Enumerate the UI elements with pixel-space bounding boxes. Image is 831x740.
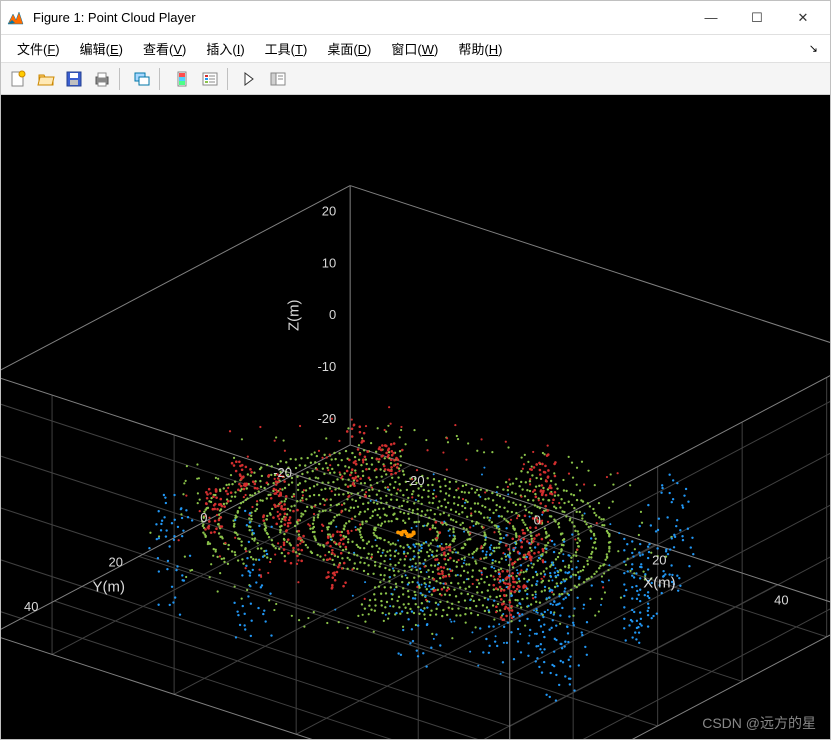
edit-plot-button[interactable] — [237, 66, 263, 92]
svg-text:10: 10 — [322, 255, 336, 270]
svg-text:0: 0 — [329, 307, 336, 322]
menu-desktop[interactable]: 桌面(D) — [317, 35, 381, 62]
toolbar-separator — [119, 68, 125, 90]
menu-edit[interactable]: 编辑(E) — [70, 35, 133, 62]
minimize-button[interactable]: — — [688, 2, 734, 34]
svg-text:40: 40 — [24, 599, 38, 614]
toolbar-separator — [159, 68, 165, 90]
open-property-button[interactable] — [265, 66, 291, 92]
close-button[interactable]: ✕ — [780, 2, 826, 34]
menu-overflow-icon[interactable]: ↘ — [809, 42, 824, 55]
svg-text:0: 0 — [200, 510, 207, 525]
svg-text:Z(m): Z(m) — [285, 299, 302, 331]
maximize-button[interactable]: ☐ — [734, 2, 780, 34]
menu-insert[interactable]: 插入(I) — [196, 35, 254, 62]
matlab-icon — [5, 8, 25, 28]
point-cloud-plot: -20 -10 0 10 20 -20 0 20 40 -20 0 20 40 Z(m) Y(m) X(m) — [1, 95, 830, 739]
svg-text:-20: -20 — [317, 411, 336, 426]
edit-plot-icon — [241, 70, 259, 88]
window-controls: — ☐ ✕ — [688, 2, 826, 34]
save-button[interactable] — [61, 66, 87, 92]
svg-text:X(m): X(m) — [643, 575, 675, 592]
toolbar — [1, 63, 830, 95]
print-icon — [93, 70, 111, 88]
menu-window[interactable]: 窗口(W) — [381, 35, 448, 62]
window-title: Figure 1: Point Cloud Player — [31, 10, 688, 25]
dock-icon — [269, 70, 287, 88]
svg-text:-20: -20 — [406, 473, 425, 488]
axes-3d[interactable]: -20-1001020-2002040-2002040Z(m)Y(m)X(m) … — [1, 95, 830, 739]
open-file-button[interactable] — [33, 66, 59, 92]
svg-text:20: 20 — [322, 203, 336, 218]
toolbar-separator — [227, 68, 233, 90]
svg-text:-20: -20 — [273, 465, 292, 480]
titlebar[interactable]: Figure 1: Point Cloud Player — ☐ ✕ — [1, 1, 830, 35]
link-axes-button[interactable] — [129, 66, 155, 92]
menubar: 文件(F) 编辑(E) 查看(V) 插入(I) 工具(T) 桌面(D) 窗口(W… — [1, 35, 830, 63]
new-figure-icon — [9, 70, 27, 88]
svg-text:Y(m): Y(m) — [93, 579, 125, 596]
colorbar-icon — [173, 70, 191, 88]
save-icon — [65, 70, 83, 88]
figure-window: Figure 1: Point Cloud Player — ☐ ✕ 文件(F)… — [0, 0, 831, 740]
menu-file[interactable]: 文件(F) — [7, 35, 70, 62]
svg-text:40: 40 — [774, 593, 788, 608]
svg-text:20: 20 — [652, 553, 666, 568]
menu-tools[interactable]: 工具(T) — [255, 35, 318, 62]
link-icon — [133, 70, 151, 88]
menu-view[interactable]: 查看(V) — [133, 35, 196, 62]
colorbar-button[interactable] — [169, 66, 195, 92]
open-file-icon — [37, 70, 55, 88]
svg-text:-10: -10 — [317, 359, 336, 374]
watermark-text: CSDN @远方的星 — [702, 713, 816, 733]
legend-icon — [201, 70, 219, 88]
print-button[interactable] — [89, 66, 115, 92]
svg-text:20: 20 — [109, 554, 123, 569]
menu-help[interactable]: 帮助(H) — [448, 35, 512, 62]
legend-button[interactable] — [197, 66, 223, 92]
svg-text:0: 0 — [534, 513, 541, 528]
new-figure-button[interactable] — [5, 66, 31, 92]
